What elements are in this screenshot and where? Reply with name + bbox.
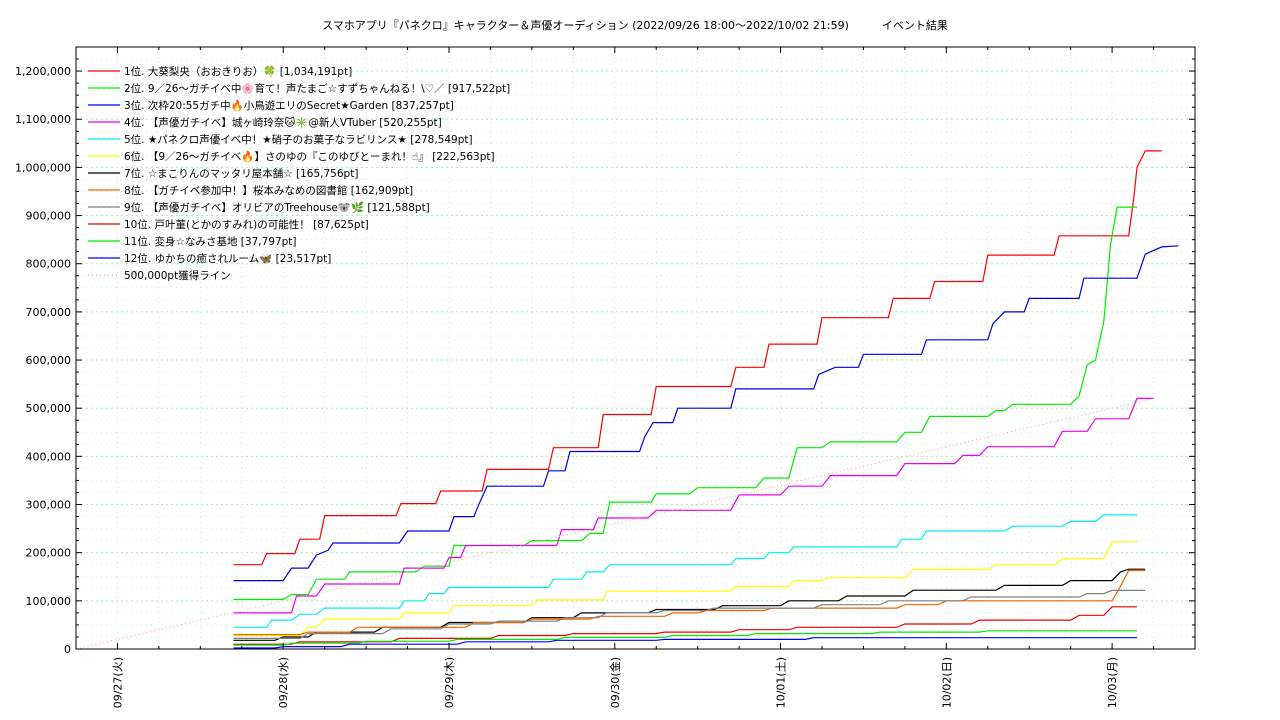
- x-tick-label: 09/27(火): [111, 657, 124, 708]
- x-tick-label: 10/03(月): [1106, 657, 1119, 708]
- series-line-11: [233, 630, 1137, 646]
- y-tick-label: 100,000: [26, 595, 72, 608]
- series-line-5: [233, 514, 1137, 628]
- y-tick-label: 500,000: [26, 402, 72, 415]
- x-tick-label: 09/28(水): [277, 657, 290, 708]
- x-tick-label: 10/01(土): [775, 657, 788, 708]
- x-tick-label: 10/02(日): [940, 657, 953, 708]
- series-line-8: [233, 569, 1146, 636]
- series-line-6: [233, 541, 1137, 637]
- x-tick-label: 09/30(金): [608, 657, 622, 708]
- x-axis: 09/27(火) 09/28(水) 09/29(木) 09/30(金) 10/01(土)…: [75, 47, 1196, 708]
- series-line-12: [233, 637, 1137, 649]
- y-tick-label: 400,000: [26, 450, 72, 463]
- series-line-4: [233, 397, 1154, 614]
- legend-entry-label: 3位. 次枠20:55ガチ中🔥小鳥遊エリのSecret★Garden [837,…: [124, 99, 454, 112]
- y-tick-label: 600,000: [26, 354, 72, 367]
- y-tick-label: 1,200,000: [15, 65, 71, 78]
- y-tick-label: 700,000: [26, 306, 72, 319]
- series-line-3: [233, 245, 1179, 582]
- legend-entry-label: 10位. 戸叶菫(とかのすみれ)の可能性！ [87,625pt]: [124, 218, 369, 231]
- y-axis: 0 100,000 200,000 300,000 400,000 500,000 600,…: [15, 46, 1195, 656]
- y-tick-label: 0: [64, 643, 71, 656]
- x-tick-label: 09/29(木): [443, 657, 456, 708]
- chart-title: スマホアプリ『パネクロ』キャラクター＆声優オーディション (2022/09/26…: [322, 19, 948, 32]
- series-line-10: [233, 606, 1137, 645]
- legend-entry-label: 5位. ★パネクロ声優イベ中！★硝子のお菓子なラビリンス★ [278,549pt…: [124, 133, 473, 146]
- legend-entry-label: 8位. 【ガチイベ参加中！】桜本みなめの図書館 [162,909pt]: [124, 184, 413, 197]
- legend-entry-label: 1位. 大葵梨央（おおきりお）🍀 [1,034,191pt]: [124, 65, 352, 78]
- series-line-7: [233, 568, 1146, 641]
- legend-entry-label: 11位. 変身☆なみさ基地 [37,797pt]: [124, 235, 297, 248]
- legend-entry-label: 7位. ☆まこりんのマッタリ屋本舗☆ [165,756pt]: [124, 167, 358, 180]
- legend-entry-label: 6位. 【9／26〜ガチイベ🔥】さのゆの『このゆびとーまれ！☝』 [222,56…: [124, 150, 495, 163]
- y-tick-label: 800,000: [26, 258, 72, 271]
- legend-entry-label: 12位. ゆかちの癒されルーム🦋 [23,517pt]: [124, 252, 331, 265]
- series-line-1: [233, 150, 1162, 566]
- legend-entry-label: 2位. 9／26〜ガチイベ中🌸育て！声たまご☆すずちゃんねる！\♡／ [917,…: [124, 82, 510, 95]
- y-tick-label: 200,000: [26, 547, 72, 560]
- series-line-13: [75, 398, 1154, 650]
- series-layer: [75, 150, 1179, 650]
- legend-entry-label: 4位. 【声優ガチイベ】城ヶ崎玲奈🐱✳️@新人VTuber [520,255pt…: [124, 116, 442, 129]
- legend: 1位. 大葵梨央（おおきりお）🍀 [1,034,191pt] 2位. 9／26〜ガ…: [88, 65, 510, 282]
- y-tick-label: 1,100,000: [15, 113, 71, 126]
- y-tick-label: 900,000: [26, 210, 72, 223]
- legend-entry-label: 9位. 【声優ガチイベ】オリビアのTreehouse🐨🌿 [121,588pt]: [124, 201, 430, 214]
- series-line-9: [233, 589, 1146, 639]
- legend-entry-label: 500,000pt獲得ライン: [124, 269, 231, 282]
- y-tick-label: 1,000,000: [15, 161, 71, 174]
- series-line-2: [233, 206, 1137, 600]
- y-tick-label: 300,000: [26, 499, 72, 512]
